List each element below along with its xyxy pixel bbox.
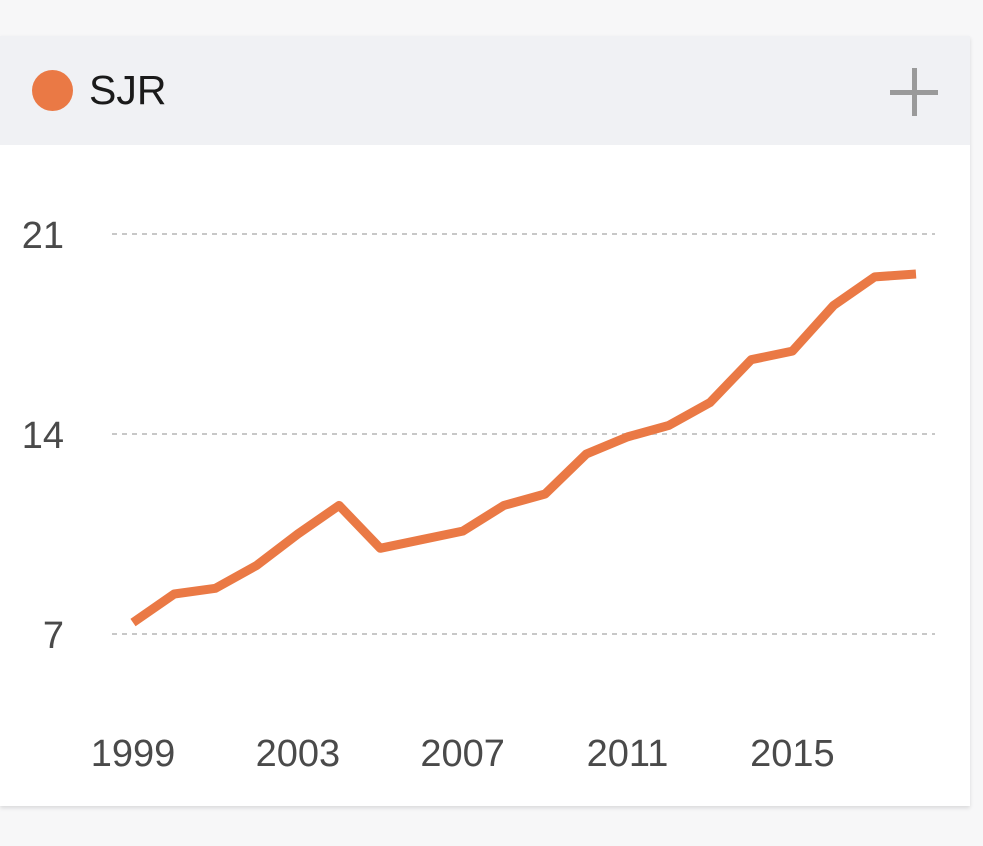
legend-dot — [32, 70, 73, 111]
x-tick-label: 2011 — [587, 733, 669, 775]
x-axis-ticks: 1999 2003 2007 2011 2015 — [91, 733, 835, 775]
series-layer — [130, 269, 917, 627]
plus-icon[interactable] — [888, 66, 940, 118]
x-tick-label: 2003 — [256, 733, 341, 775]
series-line-sjr — [130, 269, 917, 627]
y-tick-label: 14 — [22, 415, 64, 457]
legend-label: SJR — [89, 67, 167, 113]
x-tick-label: 2015 — [750, 733, 835, 775]
chart-header: SJR — [0, 36, 970, 145]
sjr-chart-card: SJR 7 14 21 1999 2003 2007 2011 2015 — [0, 36, 970, 806]
grid-lines — [112, 233, 935, 635]
y-tick-label: 7 — [43, 615, 64, 657]
line-chart: 7 14 21 1999 2003 2007 2011 2015 — [22, 215, 935, 775]
x-tick-label: 2007 — [420, 733, 505, 775]
x-tick-label: 1999 — [91, 733, 176, 775]
y-tick-label: 21 — [22, 215, 64, 257]
y-axis-ticks: 7 14 21 — [22, 215, 64, 657]
